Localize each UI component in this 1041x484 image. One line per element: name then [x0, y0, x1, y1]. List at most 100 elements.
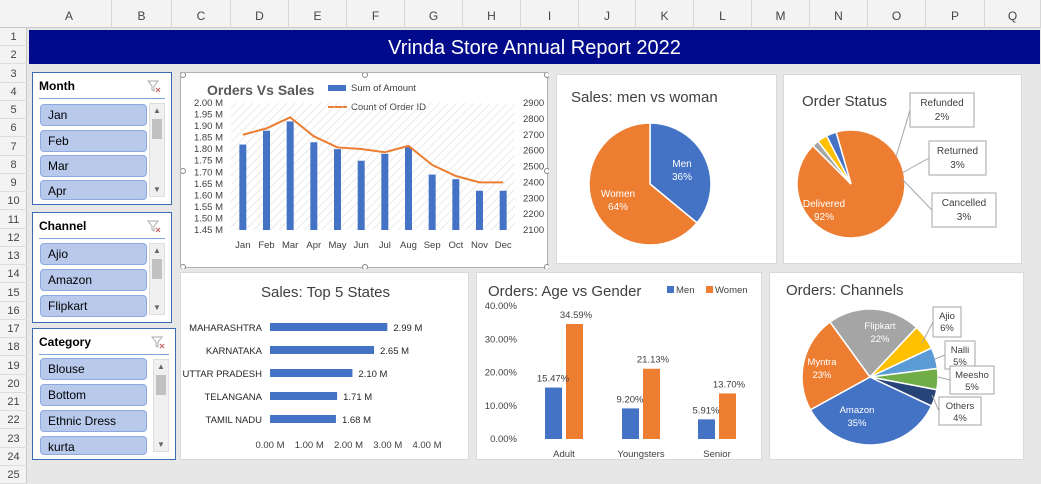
x-tick-may: May [329, 240, 347, 251]
callout-value-others: 4% [953, 413, 967, 424]
slicer-scrollbar[interactable]: ▲ ▼ [149, 103, 165, 197]
plot-area [231, 103, 515, 230]
row-header-6[interactable]: 6 [0, 119, 27, 138]
slicer-item-ajio[interactable]: Ajio [40, 243, 147, 265]
scroll-down-icon[interactable]: ▼ [157, 440, 165, 449]
column-header-f[interactable]: F [347, 0, 405, 28]
slicer-item-bottom[interactable]: Bottom [40, 384, 147, 406]
clear-filter-icon[interactable] [147, 219, 161, 233]
state-value: 2.99 M [393, 323, 422, 334]
column-header-l[interactable]: L [694, 0, 752, 28]
pie-label-women: Women [601, 189, 635, 200]
column-header-b[interactable]: B [112, 0, 172, 28]
slicer-scrollbar[interactable]: ▲ ▼ [153, 359, 169, 452]
age-gender-chart[interactable]: Orders: Age vs Gender 40.00% 30.00% 20.00%… [476, 272, 762, 460]
column-header-i[interactable]: I [521, 0, 579, 28]
row-header-15[interactable]: 15 [0, 284, 27, 302]
row-header-10[interactable]: 10 [0, 192, 27, 211]
callout-value-returned: 3% [950, 160, 965, 171]
column-header-d[interactable]: D [231, 0, 289, 28]
column-header-h[interactable]: H [463, 0, 521, 28]
row-header-9[interactable]: 9 [0, 174, 27, 192]
slicer-item-amazon[interactable]: Amazon [40, 269, 147, 291]
row-header-18[interactable]: 18 [0, 338, 27, 357]
column-header-g[interactable]: G [405, 0, 463, 28]
row-header-19[interactable]: 19 [0, 357, 27, 375]
row-header-5[interactable]: 5 [0, 101, 27, 119]
scroll-down-icon[interactable]: ▼ [153, 185, 161, 194]
row-header-8[interactable]: 8 [0, 156, 27, 174]
top-states-chart[interactable]: Sales: Top 5 States MAHARASHTRA 2.99 M KAR… [180, 272, 469, 460]
callout-label-ajio: Ajio [939, 311, 955, 322]
order-status-pie-svg: Delivered 92% Refunded 2% Returned 3% Cancelle… [796, 92, 997, 239]
column-header-c[interactable]: C [172, 0, 231, 28]
row-header-16[interactable]: 16 [0, 302, 27, 320]
scroll-thumb[interactable] [152, 119, 162, 139]
row-header-23[interactable]: 23 [0, 430, 27, 448]
row-header-24[interactable]: 24 [0, 448, 27, 466]
column-header-p[interactable]: P [926, 0, 985, 28]
row-header-17[interactable]: 17 [0, 320, 27, 338]
slicer-item-kurta[interactable]: kurta [40, 436, 147, 455]
column-header-o[interactable]: O [868, 0, 926, 28]
row-header-11[interactable]: 11 [0, 211, 27, 229]
scroll-thumb[interactable] [156, 375, 166, 395]
column-header-k[interactable]: K [636, 0, 694, 28]
column-header-e[interactable]: E [289, 0, 347, 28]
row-header-2[interactable]: 2 [0, 46, 27, 65]
state-value: 2.65 M [380, 346, 409, 357]
scroll-up-icon[interactable]: ▲ [153, 106, 161, 115]
row-header-7[interactable]: 7 [0, 138, 27, 156]
row-header-4[interactable]: 4 [0, 83, 27, 101]
slicer-item-jan[interactable]: Jan [40, 104, 147, 126]
order-status-chart[interactable]: Order Status Delivered 92% Refunded 2% Retur… [783, 74, 1022, 264]
column-header-m[interactable]: M [752, 0, 810, 28]
row-header-21[interactable]: 21 [0, 393, 27, 411]
state-bar [270, 369, 353, 377]
state-bar [270, 392, 338, 400]
x-tick-senior: Senior [703, 449, 730, 460]
slicer-item-apr[interactable]: Apr [40, 180, 147, 200]
slicer-item-feb[interactable]: Feb [40, 130, 147, 152]
row-header-3[interactable]: 3 [0, 65, 27, 83]
data-label-men: 9.20% [617, 394, 644, 405]
bar-nov [476, 190, 483, 230]
row-header-1[interactable]: 1 [0, 28, 27, 46]
slicer-item-ethnic-dress[interactable]: Ethnic Dress [40, 410, 147, 432]
row-header-12[interactable]: 12 [0, 229, 27, 247]
clear-filter-icon[interactable] [147, 79, 161, 93]
scroll-down-icon[interactable]: ▼ [153, 303, 161, 312]
x-tick-mar: Mar [282, 240, 298, 251]
column-header-n[interactable]: N [810, 0, 868, 28]
legend-label-women: Women [715, 285, 748, 296]
column-header-a[interactable]: A [27, 0, 112, 28]
sales-men-women-chart[interactable]: Sales: men vs woman Men 36% Women 64% [556, 74, 777, 264]
month-slicer[interactable]: Month Jan Feb Mar Apr ▲ ▼ [32, 72, 172, 205]
y-right-tick: 2600 [523, 146, 544, 157]
column-header-j[interactable]: J [579, 0, 636, 28]
clear-filter-icon[interactable] [151, 335, 165, 349]
channels-chart[interactable]: Orders: Channels Amazon 35% Myntra 23% Flipk… [769, 272, 1024, 460]
row-header-25[interactable]: 25 [0, 466, 27, 484]
bar-sep [428, 174, 436, 230]
row-header-13[interactable]: 13 [0, 247, 27, 265]
scroll-up-icon[interactable]: ▲ [157, 362, 165, 371]
slicer-scrollbar[interactable]: ▲ ▼ [149, 243, 165, 315]
column-header-q[interactable]: Q [985, 0, 1041, 28]
slicer-item-blouse[interactable]: Blouse [40, 358, 147, 380]
slicer-item-flipkart[interactable]: Flipkart [40, 295, 147, 317]
scroll-thumb[interactable] [152, 259, 162, 279]
x-tick: 1.00 M [295, 440, 324, 451]
slicer-item-mar[interactable]: Mar [40, 155, 147, 177]
channel-slicer[interactable]: Channel Ajio Amazon Flipkart ▲ ▼ [32, 212, 172, 323]
pie-value-delivered: 92% [814, 212, 834, 223]
resize-handle [362, 72, 368, 78]
row-header-14[interactable]: 14 [0, 265, 27, 284]
chart-title: Sales: Top 5 States [261, 284, 390, 301]
row-header-20[interactable]: 20 [0, 375, 27, 393]
scroll-up-icon[interactable]: ▲ [153, 246, 161, 255]
row-header-22[interactable]: 22 [0, 411, 27, 430]
x-tick-oct: Oct [448, 240, 463, 251]
category-slicer[interactable]: Category Blouse Bottom Ethnic Dress kurt… [32, 328, 176, 460]
